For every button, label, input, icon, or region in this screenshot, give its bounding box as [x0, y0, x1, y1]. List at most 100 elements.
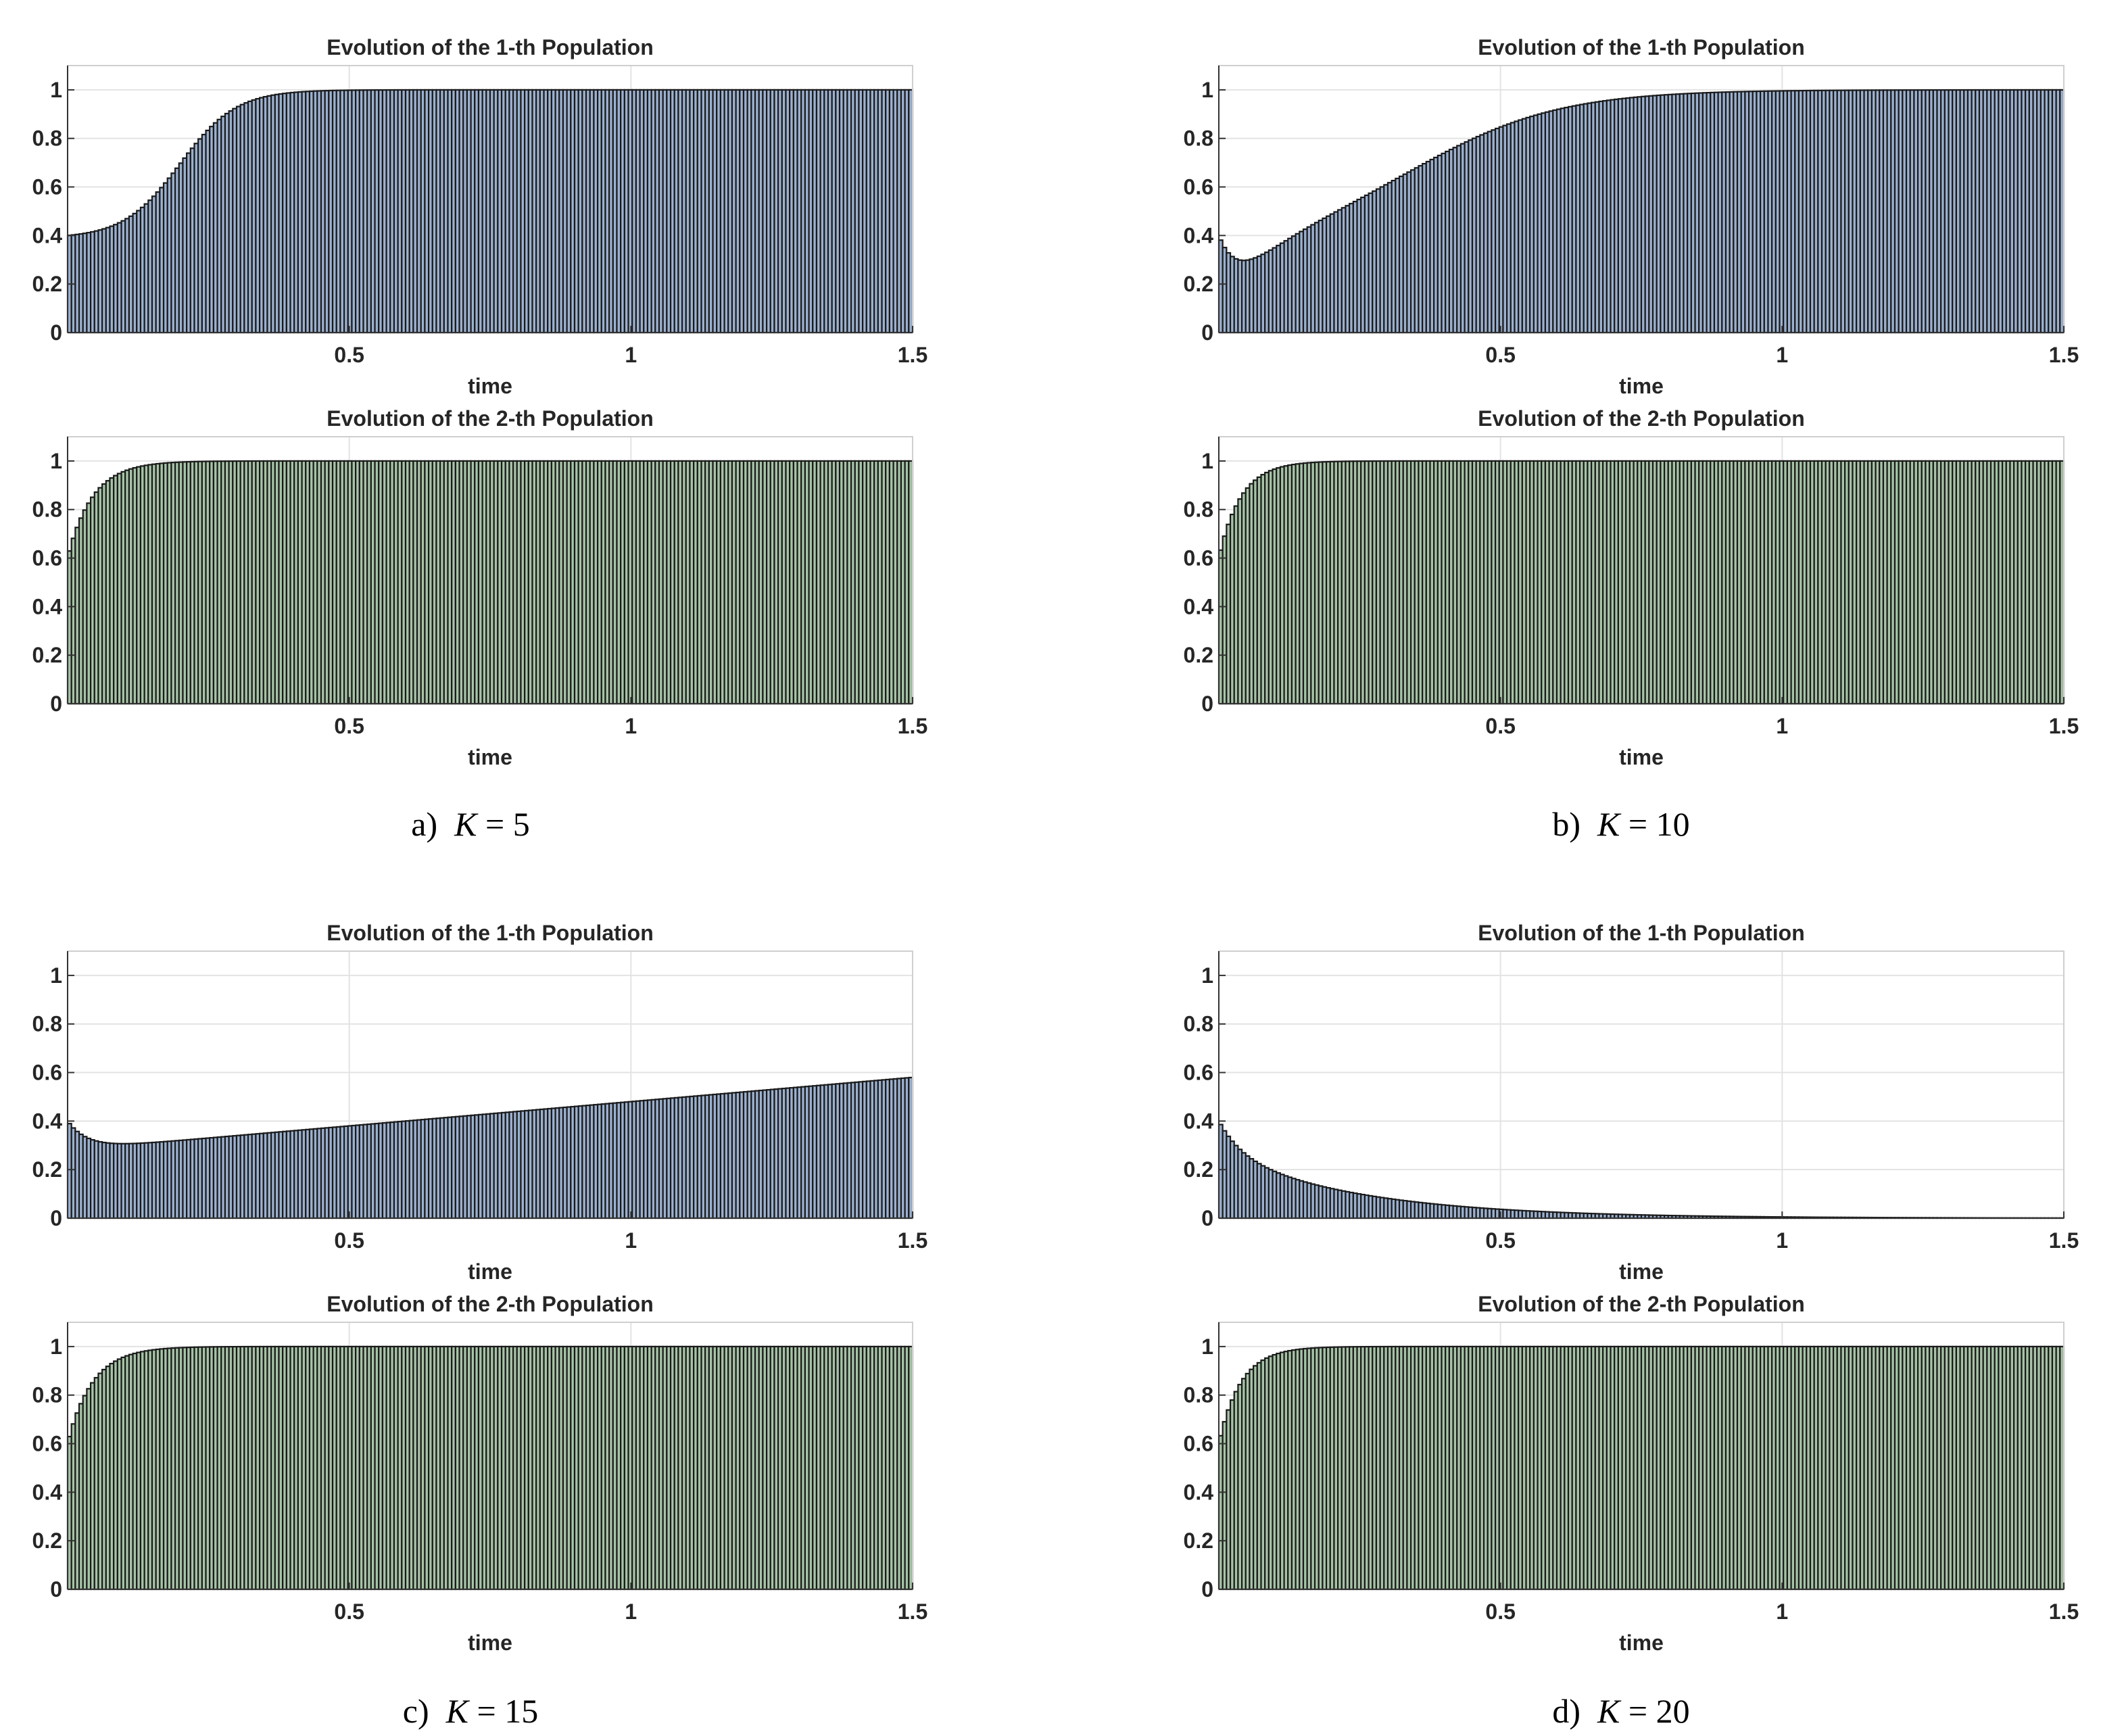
x-tick-label: 1 — [1776, 714, 1788, 738]
x-tick-label: 0.5 — [334, 714, 364, 738]
x-axis-label: time — [1619, 1259, 1664, 1284]
y-tick-label: 0 — [50, 320, 62, 345]
x-axis-label: time — [468, 1259, 512, 1284]
x-tick-label: 0.5 — [334, 1599, 364, 1624]
x-tick-label: 0.5 — [1485, 714, 1515, 738]
y-tick-label: 0.2 — [1184, 643, 1213, 667]
x-tick-label: 0.5 — [1485, 1599, 1515, 1624]
chart-title: Evolution of the 1-th Population — [327, 35, 654, 59]
chart-p2c1: 0 0.2 0.4 0.6 0.8 1 0.5 1 1.5 Evolution of the 2-… — [32, 1292, 928, 1655]
y-tick-label: 0.8 — [32, 126, 62, 151]
bar-series — [66, 89, 914, 334]
y-tick-label: 1 — [1201, 449, 1213, 473]
x-tick-label: 1.5 — [898, 714, 927, 738]
y-tick-label: 1 — [50, 78, 62, 102]
y-tick-label: 0 — [1201, 692, 1213, 716]
x-axis-label: time — [468, 374, 512, 398]
x-tick-label: 1.5 — [898, 1599, 927, 1624]
x-axis-label: time — [1619, 1631, 1664, 1655]
chart-p2c0: 0 0.2 0.4 0.6 0.8 1 0.5 1 1.5 Evolution of the 1-… — [32, 921, 928, 1284]
caption-a-eq: = — [485, 805, 505, 843]
y-tick-label: 0 — [1201, 1577, 1213, 1601]
y-tick-label: 0.2 — [1184, 272, 1213, 296]
y-tick-label: 0.2 — [32, 272, 62, 296]
y-tick-label: 1 — [1201, 963, 1213, 988]
y-tick-label: 0.8 — [32, 1383, 62, 1407]
y-tick-label: 0 — [1201, 1206, 1213, 1230]
y-tick-label: 0.8 — [1184, 1012, 1213, 1036]
caption-b-param: K — [1597, 805, 1620, 843]
caption-b-value: 10 — [1656, 805, 1690, 843]
y-tick-label: 0.4 — [1184, 594, 1214, 619]
y-tick-label: 0.2 — [1184, 1528, 1213, 1553]
chart-p0c0: 0 0.2 0.4 0.6 0.8 1 0.5 1 1.5 Evolution of the 1-… — [32, 35, 928, 398]
x-axis-label: time — [1619, 374, 1664, 398]
caption-d-param: K — [1597, 1692, 1620, 1730]
chart-title: Evolution of the 2-th Population — [327, 406, 654, 431]
bar-series — [66, 460, 914, 705]
x-tick-label: 0.5 — [334, 343, 364, 367]
y-tick-label: 0.8 — [1184, 126, 1213, 151]
y-tick-label: 1 — [50, 963, 62, 988]
bar-series — [66, 1076, 914, 1220]
y-tick-label: 0.6 — [1184, 1061, 1213, 1085]
y-tick-label: 0.4 — [32, 1480, 63, 1504]
caption-a-param: K — [454, 805, 477, 843]
y-tick-label: 0.2 — [32, 643, 62, 667]
y-tick-label: 0.4 — [32, 223, 63, 247]
chart-title: Evolution of the 2-th Population — [1478, 1292, 1805, 1316]
caption-d: d) K = 20 — [1384, 1691, 1858, 1731]
plot-area — [1219, 951, 2064, 1218]
x-tick-label: 1 — [625, 1228, 637, 1253]
x-axis-label: time — [468, 1631, 512, 1655]
caption-b: b) K = 10 — [1384, 804, 1858, 844]
y-tick-label: 0 — [50, 1206, 62, 1230]
y-tick-label: 0.6 — [32, 1432, 62, 1456]
bar-series — [1217, 1345, 2065, 1591]
y-tick-label: 1 — [50, 449, 62, 473]
caption-c-label: c) — [402, 1692, 429, 1730]
chart-title: Evolution of the 1-th Population — [327, 921, 654, 945]
chart-p3c1: 0 0.2 0.4 0.6 0.8 1 0.5 1 1.5 Evolution of the 2-… — [1184, 1292, 2079, 1655]
x-axis-label: time — [468, 745, 512, 769]
x-tick-label: 1 — [625, 714, 637, 738]
caption-d-label: d) — [1552, 1692, 1581, 1730]
y-tick-label: 0.8 — [1184, 498, 1213, 522]
y-tick-label: 0.4 — [32, 1109, 63, 1133]
x-tick-label: 1.5 — [2049, 1228, 2079, 1253]
caption-a-label: a) — [411, 805, 438, 843]
x-tick-label: 1.5 — [2049, 343, 2079, 367]
x-tick-label: 0.5 — [1485, 1228, 1515, 1253]
caption-c: c) K = 15 — [234, 1691, 707, 1731]
y-tick-label: 0.4 — [1184, 1109, 1214, 1133]
y-tick-label: 0.6 — [1184, 175, 1213, 199]
y-tick-label: 0 — [50, 1577, 62, 1601]
y-tick-label: 1 — [1201, 1334, 1213, 1359]
y-tick-label: 0.6 — [32, 175, 62, 199]
y-tick-label: 0.6 — [1184, 546, 1213, 571]
caption-a-value: 5 — [512, 805, 530, 843]
caption-b-eq: = — [1628, 805, 1648, 843]
x-tick-label: 1 — [625, 1599, 637, 1624]
y-tick-label: 0.8 — [32, 1012, 62, 1036]
y-tick-label: 0.2 — [32, 1528, 62, 1553]
chart-title: Evolution of the 2-th Population — [327, 1292, 654, 1316]
y-tick-label: 0.8 — [32, 498, 62, 522]
x-tick-label: 1 — [1776, 1599, 1788, 1624]
x-axis-label: time — [1619, 745, 1664, 769]
bar-series — [1217, 89, 2065, 334]
chart-title: Evolution of the 1-th Population — [1478, 35, 1805, 59]
y-tick-label: 0 — [50, 692, 62, 716]
y-tick-label: 0.2 — [32, 1157, 62, 1182]
x-tick-label: 1 — [1776, 1228, 1788, 1253]
y-tick-label: 0.6 — [32, 546, 62, 571]
y-tick-label: 0.6 — [32, 1061, 62, 1085]
chart-title: Evolution of the 1-th Population — [1478, 921, 1805, 945]
caption-c-param: K — [445, 1692, 468, 1730]
bar-series — [66, 1345, 914, 1591]
chart-p0c1: 0 0.2 0.4 0.6 0.8 1 0.5 1 1.5 Evolution of the 2-… — [32, 406, 928, 769]
y-tick-label: 0.4 — [32, 594, 63, 619]
x-tick-label: 1 — [625, 343, 637, 367]
